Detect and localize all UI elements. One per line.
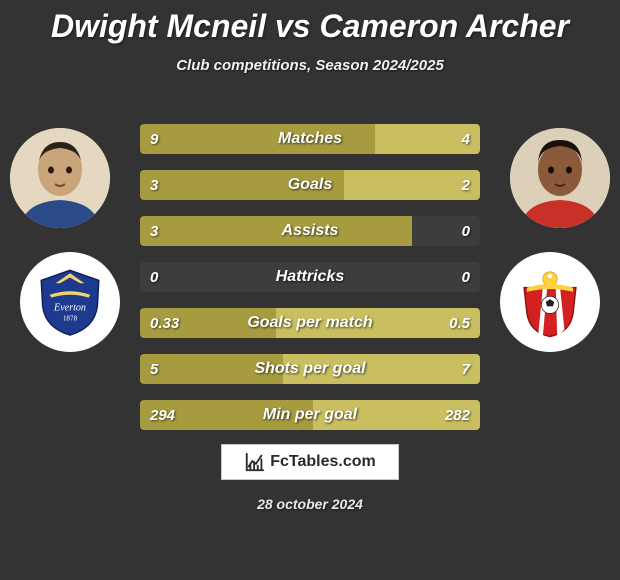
stat-left-value: 0 (140, 262, 168, 292)
stat-row: 0.330.5Goals per match (140, 308, 480, 338)
shield-icon: Everton 1878 (34, 266, 106, 338)
club-left-crest: Everton 1878 (20, 252, 120, 352)
stat-left-value: 294 (140, 400, 185, 430)
svg-text:1878: 1878 (63, 315, 78, 323)
stat-row: 94Matches (140, 124, 480, 154)
shield-icon (514, 266, 586, 338)
stat-left-value: 3 (140, 216, 168, 246)
brand-badge: FcTables.com (221, 444, 399, 480)
stat-row: 32Goals (140, 170, 480, 200)
comparison-date: 28 october 2024 (0, 496, 620, 512)
stat-right-value: 2 (452, 170, 480, 200)
person-icon (510, 128, 610, 228)
person-icon (10, 128, 110, 228)
stat-right-value: 282 (435, 400, 480, 430)
bar-track (140, 262, 480, 292)
bar-fill-right (283, 354, 480, 384)
stat-right-value: 0 (452, 216, 480, 246)
comparison-subtitle: Club competitions, Season 2024/2025 (0, 57, 620, 74)
comparison-title: Dwight Mcneil vs Cameron Archer (0, 0, 620, 45)
svg-text:Everton: Everton (53, 303, 86, 314)
bar-fill-left (140, 216, 412, 246)
stat-row: 294282Min per goal (140, 400, 480, 430)
bar-fill-left (140, 124, 375, 154)
stat-right-value: 7 (452, 354, 480, 384)
stat-row: 30Assists (140, 216, 480, 246)
stat-right-value: 0.5 (439, 308, 480, 338)
stat-left-value: 3 (140, 170, 168, 200)
stat-left-value: 0.33 (140, 308, 189, 338)
stat-left-value: 9 (140, 124, 168, 154)
chart-icon (244, 451, 266, 473)
stat-right-value: 0 (452, 262, 480, 292)
stat-row: 57Shots per goal (140, 354, 480, 384)
stat-right-value: 4 (452, 124, 480, 154)
stat-row: 00Hattricks (140, 262, 480, 292)
bar-fill-left (140, 170, 344, 200)
stats-bars: 94Matches32Goals30Assists00Hattricks0.33… (140, 124, 480, 446)
stat-left-value: 5 (140, 354, 168, 384)
player-right-avatar (510, 128, 610, 228)
brand-text: FcTables.com (270, 453, 376, 471)
player-left-avatar (10, 128, 110, 228)
club-right-crest (500, 252, 600, 352)
